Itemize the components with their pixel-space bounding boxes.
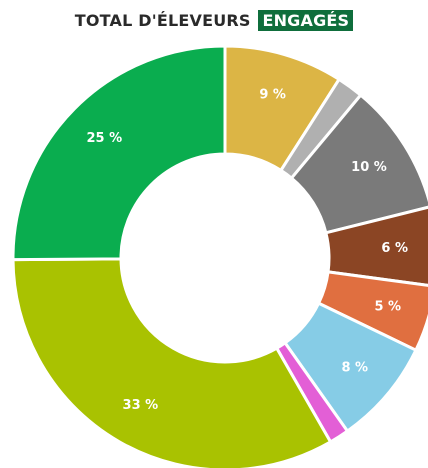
slice-label: 8 %: [341, 360, 368, 375]
chart-title-main: TOTAL D'ÉLEVEURS: [74, 11, 251, 30]
slice-label: 25 %: [86, 131, 122, 146]
pie-slice: [11, 257, 333, 468]
pie-slice: [290, 93, 428, 235]
slice-label: 33 %: [123, 398, 159, 413]
chart-title: TOTAL D'ÉLEVEURS ENGAGÉS: [0, 10, 428, 31]
slice-label: 10 %: [351, 160, 387, 175]
slice-label: 9 %: [259, 87, 286, 102]
slice-label: 5 %: [374, 299, 401, 314]
chart-title-highlight: ENGAGÉS: [258, 10, 354, 31]
pie-slice: [324, 205, 428, 287]
donut-hole: [122, 155, 328, 361]
slice-label: 6 %: [381, 241, 408, 256]
pie-slice: [11, 44, 227, 262]
